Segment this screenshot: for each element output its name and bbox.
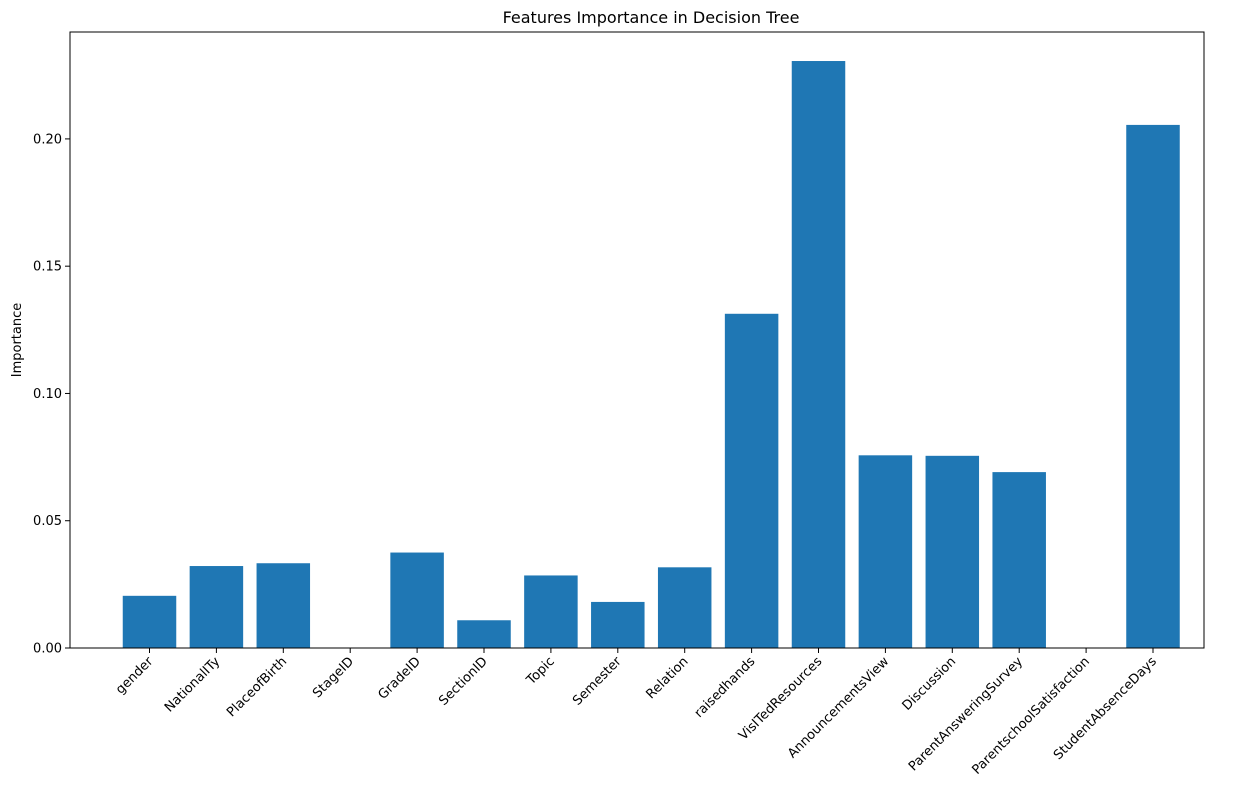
bar-NationalITy (189, 566, 244, 648)
x-tick-label: StageID (310, 654, 357, 701)
y-tick-label: 0.10 (33, 387, 62, 402)
x-tick-label: Discussion (900, 654, 959, 713)
x-axis-ticks: gender NationalITy PlaceofBirth StageID Grad… (113, 648, 1160, 778)
x-tick-label: ParentschoolSatisfaction (969, 654, 1092, 777)
y-axis-ticks: 0.00 0.05 0.10 0.15 0.20 (33, 132, 70, 657)
x-tick-label: GradeID (376, 654, 424, 702)
x-tick-label: PlaceofBirth (224, 654, 290, 720)
bars-group (122, 61, 1180, 649)
bar-Topic (524, 575, 578, 648)
x-tick-label: Semester (570, 654, 625, 709)
bar-Semester (591, 601, 645, 648)
bar-ParentAnsweringSurvey (992, 472, 1046, 648)
chart-title: Features Importance in Decision Tree (503, 8, 800, 27)
bar-StudentAbsenceDays (1126, 124, 1180, 649)
x-tick-label: ParentAnsweringSurvey (906, 654, 1026, 774)
bar-AnnouncementsView (858, 455, 913, 648)
x-tick-label: raisedhands (692, 654, 759, 721)
y-tick-label: 0.20 (33, 132, 62, 147)
plot-frame (69, 31, 1205, 649)
y-axis-title: Importance (10, 303, 25, 378)
x-tick-label: NationalITy (162, 654, 223, 715)
y-tick-label: 0.15 (33, 260, 62, 275)
bar-Relation (657, 567, 712, 648)
y-tick-label: 0.05 (33, 514, 62, 529)
bar-raisedhands (724, 313, 779, 648)
bar-VisITedResources (791, 61, 846, 648)
bar-GradeID (390, 552, 444, 648)
x-tick-label: gender (113, 654, 157, 698)
bar-Discussion (925, 455, 980, 648)
x-tick-label: Topic (523, 654, 557, 688)
y-tick-label: 0.00 (33, 642, 62, 657)
bar-SectionID (457, 620, 511, 648)
bar-gender (122, 595, 177, 648)
x-tick-label: Relation (643, 654, 691, 702)
bar-PlaceofBirth (256, 563, 311, 648)
x-tick-label: SectionID (436, 654, 491, 709)
